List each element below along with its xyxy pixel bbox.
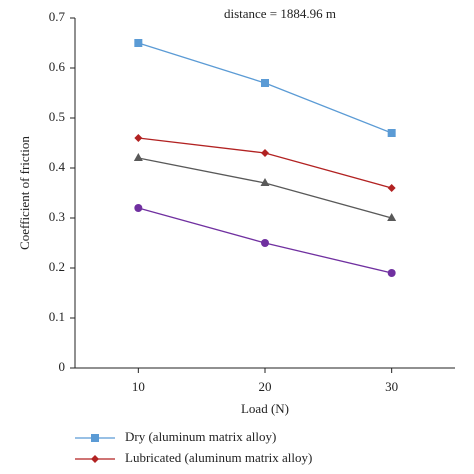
y-tick-label: 0.3 — [49, 209, 65, 224]
marker — [134, 39, 143, 47]
y-tick-label: 0.5 — [49, 109, 65, 124]
marker — [387, 213, 397, 221]
marker — [260, 178, 270, 186]
y-tick-label: 0.7 — [49, 9, 66, 24]
x-tick-label: 30 — [385, 379, 398, 394]
marker — [387, 129, 396, 137]
series-line — [138, 157, 392, 219]
legend-label: Dry (aluminum matrix alloy) — [125, 429, 276, 444]
marker — [387, 269, 396, 277]
series-line — [138, 42, 392, 134]
y-tick-label: 0.4 — [49, 159, 66, 174]
legend-label: Lubricated (aluminum matrix alloy) — [125, 450, 312, 465]
x-tick-label: 10 — [132, 379, 145, 394]
marker — [261, 79, 269, 87]
marker — [387, 184, 396, 192]
y-tick-label: 0.1 — [49, 309, 65, 324]
y-tick-label: 0.2 — [49, 259, 65, 274]
y-tick-label: 0 — [59, 359, 66, 374]
marker — [91, 434, 99, 442]
marker — [134, 134, 143, 142]
x-axis-label: Load (N) — [241, 401, 289, 416]
y-tick-label: 0.6 — [49, 59, 66, 74]
chart-subtitle: distance = 1884.96 m — [224, 6, 336, 21]
marker — [261, 239, 269, 247]
marker — [261, 149, 269, 157]
marker — [133, 153, 143, 161]
marker — [134, 204, 143, 212]
y-axis-label: Coefficient of friction — [17, 136, 32, 250]
x-tick-label: 20 — [259, 379, 272, 394]
marker — [91, 455, 99, 463]
